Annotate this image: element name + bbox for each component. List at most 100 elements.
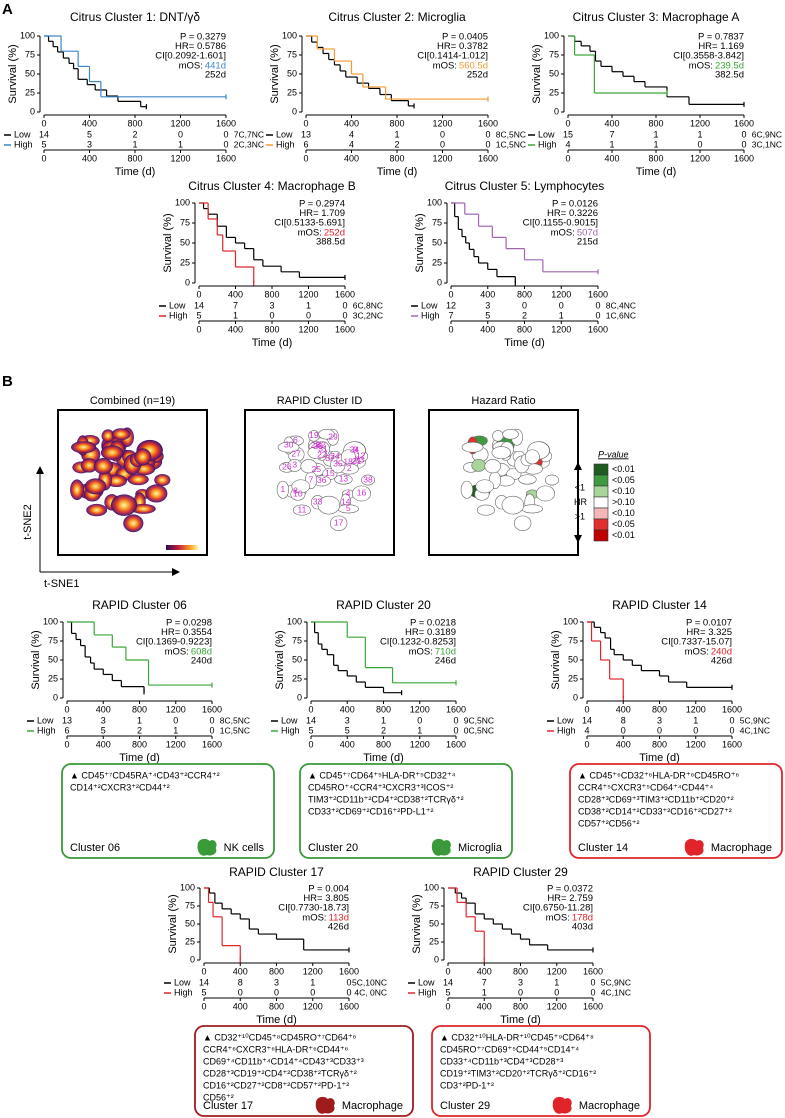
y-axis-label: Survival (%) [274,630,286,689]
y-tick-label: 50 [25,68,35,78]
x-tick-label: 1200 [303,966,323,976]
x-tick-label: 800 [127,118,142,128]
legend-hr: >1 [575,511,585,521]
cluster-blob [318,428,335,440]
x-tick-label: 1200 [303,1001,323,1011]
legend-label: High [538,139,557,149]
y-tick-label: 75 [429,900,439,910]
chart-title: RAPID Cluster 14 [612,598,707,612]
y-tick-label: 100 [563,616,578,626]
x-tick-label: 400 [477,1001,492,1011]
x-tick-label: 1600 [478,118,498,128]
cluster-blob [329,515,348,531]
at-risk: 7 [448,310,453,320]
cell-icon [315,1096,335,1114]
chart-title: Citrus Cluster 3: Macrophage A [573,10,740,24]
at-risk: 14 [443,977,453,987]
x-tick-label: 1200 [410,739,430,749]
x-tick-label: 1600 [216,118,236,128]
y-tick-label: 75 [185,900,195,910]
marker-line: CD38⁺²CD14⁺²CD33⁺²CD16⁺²CD27⁺² [578,806,732,816]
x-tick-label: 0 [584,704,589,714]
x-tick-label: 0 [445,1001,450,1011]
cell-type: Microglia [458,842,503,854]
marker-line: CD3⁺²PD-1⁺² [440,1080,494,1090]
stat: CI[0.1414-1.012] [417,51,488,62]
x-tick-label: 400 [82,118,97,128]
hazard-blob [513,515,532,531]
censor-note: 4C, 0NC [354,987,387,997]
at-risk: 5 [196,310,201,320]
median: 246d [435,656,456,667]
x-axis-label: Time (d) [256,1014,297,1026]
x-tick-label: 800 [127,153,142,163]
marker-line: CD56⁺² [203,1092,234,1102]
censor-note: 5C,9NC [740,715,770,725]
cluster-id: 14 [341,497,351,507]
censor-note: 6C,8NC [353,300,383,310]
x-axis-label: Time (d) [252,337,293,349]
legend-swatch [593,529,609,542]
legend-label: High [421,310,440,320]
legend-title: P-value [598,449,629,459]
at-risk: 7 [233,300,238,310]
x-tick-label: 800 [513,966,528,976]
legend-swatch [593,474,609,487]
mos-line: mOS: 239.5d [689,60,744,71]
at-risk: 5 [201,987,206,997]
hazard-blob [536,485,556,502]
x-tick-label: 400 [96,704,111,714]
at-risk: 14 [306,715,316,725]
median: 178d [572,912,593,923]
marker-line: ▲ CD32⁺¹⁰CD45⁺⁸CD45RO⁺⁷CD64⁺⁶ [203,1032,357,1042]
legend-swatch [593,463,609,476]
x-tick-label: 0 [584,739,589,749]
x-tick-label: 1200 [690,118,710,128]
mos-label: mOS: [179,60,203,71]
stat: CI[0.6750-11.28] [523,903,593,914]
x-tick-label: 0 [41,153,46,163]
marker-line: CD28⁺³CD19⁺²CD4⁺²CD38⁺²TCRγδ⁺² [203,1068,357,1078]
legend-swatch [593,485,609,498]
y-tick-label: 100 [282,30,297,40]
stat: HR= 3.805 [303,893,349,904]
at-risk: 0 [440,139,445,149]
y-tick-label: 75 [180,217,190,227]
x-tick-label: 800 [376,739,391,749]
at-risk: 8 [621,715,626,725]
marker-line: CD45RO⁺⁴CCR4⁺³CXCR3⁺³ICOS⁺² [308,782,453,792]
y-tick-label: 100 [427,197,442,207]
cluster-label: Cluster 29 [440,1100,490,1112]
y-tick-label: 50 [429,918,439,928]
at-risk: 0 [595,300,600,310]
cluster-id: 10 [293,488,303,498]
mos-line: mOS: 560.5d [433,60,488,71]
y-tick-label: 25 [429,936,439,946]
x-tick-label: 800 [517,289,532,299]
at-risk: 0 [269,310,274,320]
legend-label: <0.01 [612,530,635,540]
x-tick-label: 0 [201,966,206,976]
cluster-id: 37 [325,453,335,463]
marker-line: CD57⁺²CD56⁺² [578,818,640,828]
cluster-id: 25 [312,464,322,474]
at-risk: 1 [137,715,142,725]
x-tick-label: 800 [648,153,663,163]
x-tick-label: 800 [652,704,667,714]
mos-line: mOS: 608d [165,646,212,657]
at-risk: 0 [741,139,746,149]
at-risk: 1 [697,129,702,139]
median: 252d [467,70,488,81]
at-risk: 0 [346,977,351,987]
hazard-blob [460,480,474,499]
x-axis-label: Time (d) [500,1014,541,1026]
x-tick-label: 0 [303,118,308,128]
marker-line: CD28⁺³CD69⁺³TIM3⁺²CD11b⁺²CD20⁺² [578,794,734,804]
hazard-blob [491,446,511,460]
y-tick-label: 25 [549,87,559,97]
mos-label: mOS: [302,912,326,923]
censor-note: 1C,5NC [220,725,250,735]
marker-line: CCR4⁺⁶CXCR3⁺⁶HLA-DR⁺⁶CD44⁺⁶ [203,1044,349,1054]
y-tick-label: 50 [180,237,190,247]
y-tick-label: 100 [20,30,35,40]
